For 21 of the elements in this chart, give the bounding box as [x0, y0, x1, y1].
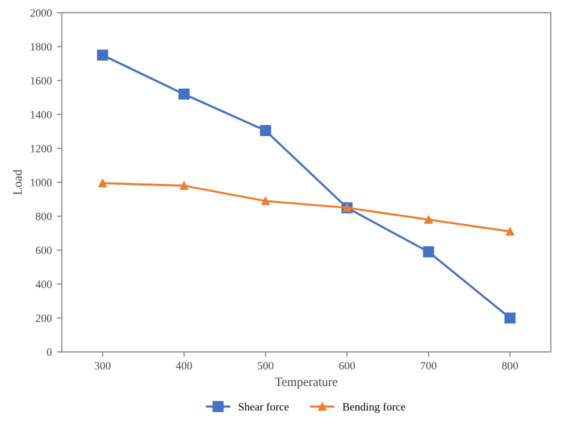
y-tick-label: 1600	[30, 77, 52, 85]
y-tick-label: 2000	[30, 9, 52, 17]
y-tick-label: 1200	[30, 144, 52, 152]
y-tick-label: 1400	[30, 110, 52, 118]
legend-label: Bending force	[342, 402, 406, 413]
x-tick-label: 500	[258, 362, 274, 370]
y-tick-label: 1000	[30, 178, 52, 186]
y-tick-label: 200	[36, 314, 52, 322]
x-axis-title: Temperature	[275, 378, 338, 389]
y-tick-label: 0	[46, 348, 52, 356]
x-tick-label: 700	[420, 362, 436, 370]
y-axis-title: Load	[12, 170, 22, 195]
y-tick-label: 800	[36, 212, 52, 220]
y-tick-label: 400	[36, 280, 52, 288]
legend-label: Shear force	[238, 402, 289, 411]
x-tick-label: 300	[94, 362, 110, 370]
y-tick-label: 600	[36, 246, 52, 254]
x-tick-label: 600	[339, 362, 355, 370]
y-tick-label: 1800	[30, 43, 52, 51]
x-tick-label: 400	[176, 362, 192, 370]
x-tick-label: 800	[502, 362, 518, 370]
